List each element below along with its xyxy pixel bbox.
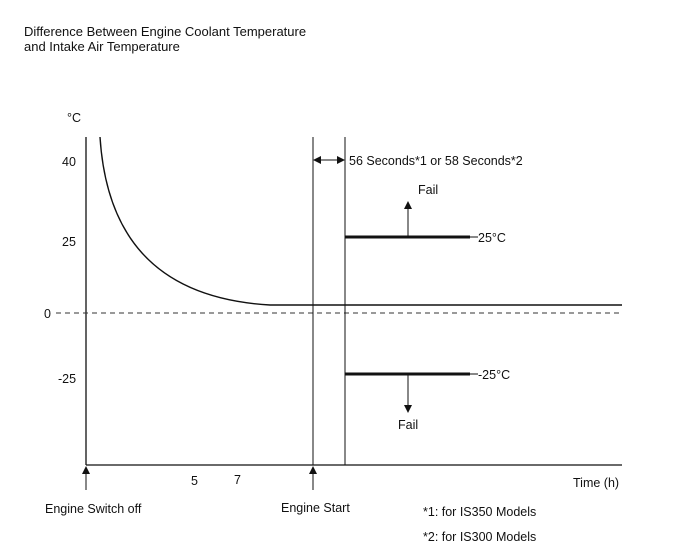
footnote: *1: for IS350 Models (423, 505, 536, 519)
x-tick-label: 7 (234, 473, 241, 487)
chart-title-line2: and Intake Air Temperature (24, 39, 180, 54)
footnote: *2: for IS300 Models (423, 530, 536, 544)
upper-threshold-label: 25°C (478, 231, 506, 245)
y-tick-label: -25 (58, 372, 76, 386)
upper-fail-label: Fail (418, 183, 438, 197)
x-tick-label: 5 (191, 474, 198, 488)
y-unit-label: °C (67, 111, 81, 125)
interval-label: 56 Seconds*1 or 58 Seconds*2 (349, 154, 523, 168)
chart-title: Difference Between Engine Coolant Temper… (24, 24, 306, 54)
chart-title-line1: Difference Between Engine Coolant Temper… (24, 24, 307, 39)
temperature-difference-curve (99, 136, 622, 306)
lower-threshold-label: -25°C (478, 368, 510, 382)
y-tick-label: 40 (62, 155, 76, 169)
engine-start-label: Engine Start (281, 501, 350, 515)
y-tick-label: 25 (62, 235, 76, 249)
x-axis-label: Time (h) (573, 476, 619, 490)
engine-switch-off-label: Engine Switch off (45, 502, 142, 516)
y-tick-label: 0 (44, 307, 51, 321)
lower-fail-label: Fail (398, 418, 418, 432)
